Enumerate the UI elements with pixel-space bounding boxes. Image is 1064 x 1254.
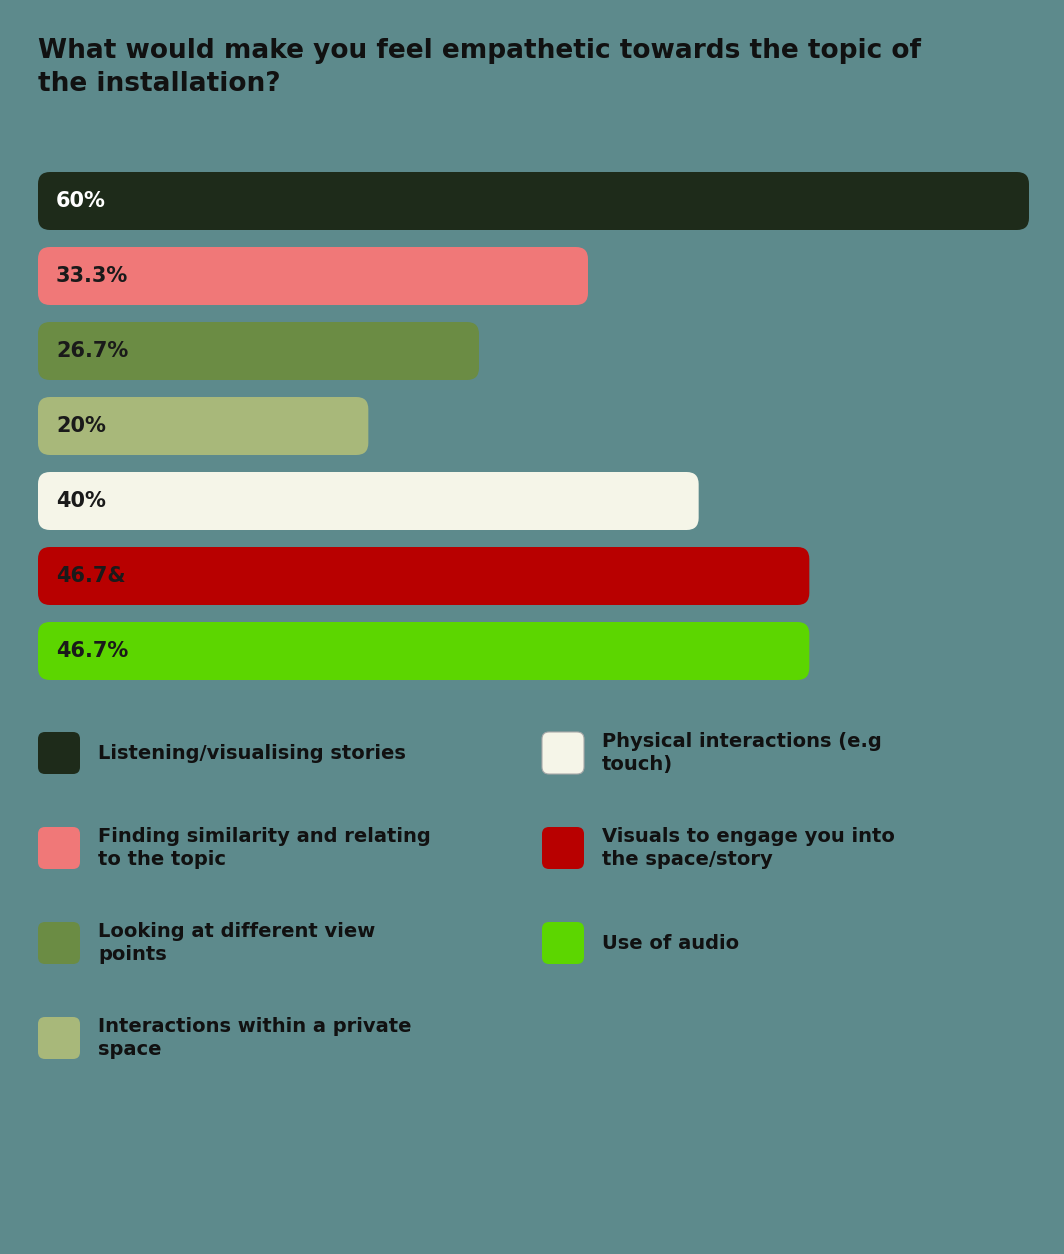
Text: 26.7%: 26.7%	[56, 341, 129, 361]
Text: 20%: 20%	[56, 416, 106, 436]
FancyBboxPatch shape	[542, 826, 584, 869]
Text: Listening/visualising stories: Listening/visualising stories	[98, 744, 405, 762]
FancyBboxPatch shape	[38, 322, 479, 380]
FancyBboxPatch shape	[38, 247, 588, 305]
FancyBboxPatch shape	[38, 172, 1029, 229]
FancyBboxPatch shape	[38, 622, 810, 680]
Text: Use of audio: Use of audio	[602, 933, 739, 953]
Text: Looking at different view
points: Looking at different view points	[98, 922, 376, 964]
Text: What would make you feel empathetic towards the topic of
the installation?: What would make you feel empathetic towa…	[38, 38, 921, 97]
Text: 33.3%: 33.3%	[56, 266, 129, 286]
FancyBboxPatch shape	[38, 732, 80, 774]
Text: Physical interactions (e.g
touch): Physical interactions (e.g touch)	[602, 732, 882, 774]
FancyBboxPatch shape	[542, 732, 584, 774]
FancyBboxPatch shape	[38, 826, 80, 869]
FancyBboxPatch shape	[38, 398, 368, 455]
Text: Visuals to engage you into
the space/story: Visuals to engage you into the space/sto…	[602, 826, 895, 869]
Text: Finding similarity and relating
to the topic: Finding similarity and relating to the t…	[98, 826, 431, 869]
Text: 60%: 60%	[56, 191, 106, 211]
FancyBboxPatch shape	[38, 1017, 80, 1058]
FancyBboxPatch shape	[38, 547, 810, 604]
FancyBboxPatch shape	[38, 922, 80, 964]
Text: Interactions within a private
space: Interactions within a private space	[98, 1017, 412, 1060]
Text: 40%: 40%	[56, 492, 106, 510]
Text: 46.7&: 46.7&	[56, 566, 126, 586]
Text: 46.7%: 46.7%	[56, 641, 129, 661]
FancyBboxPatch shape	[542, 922, 584, 964]
FancyBboxPatch shape	[38, 472, 699, 530]
